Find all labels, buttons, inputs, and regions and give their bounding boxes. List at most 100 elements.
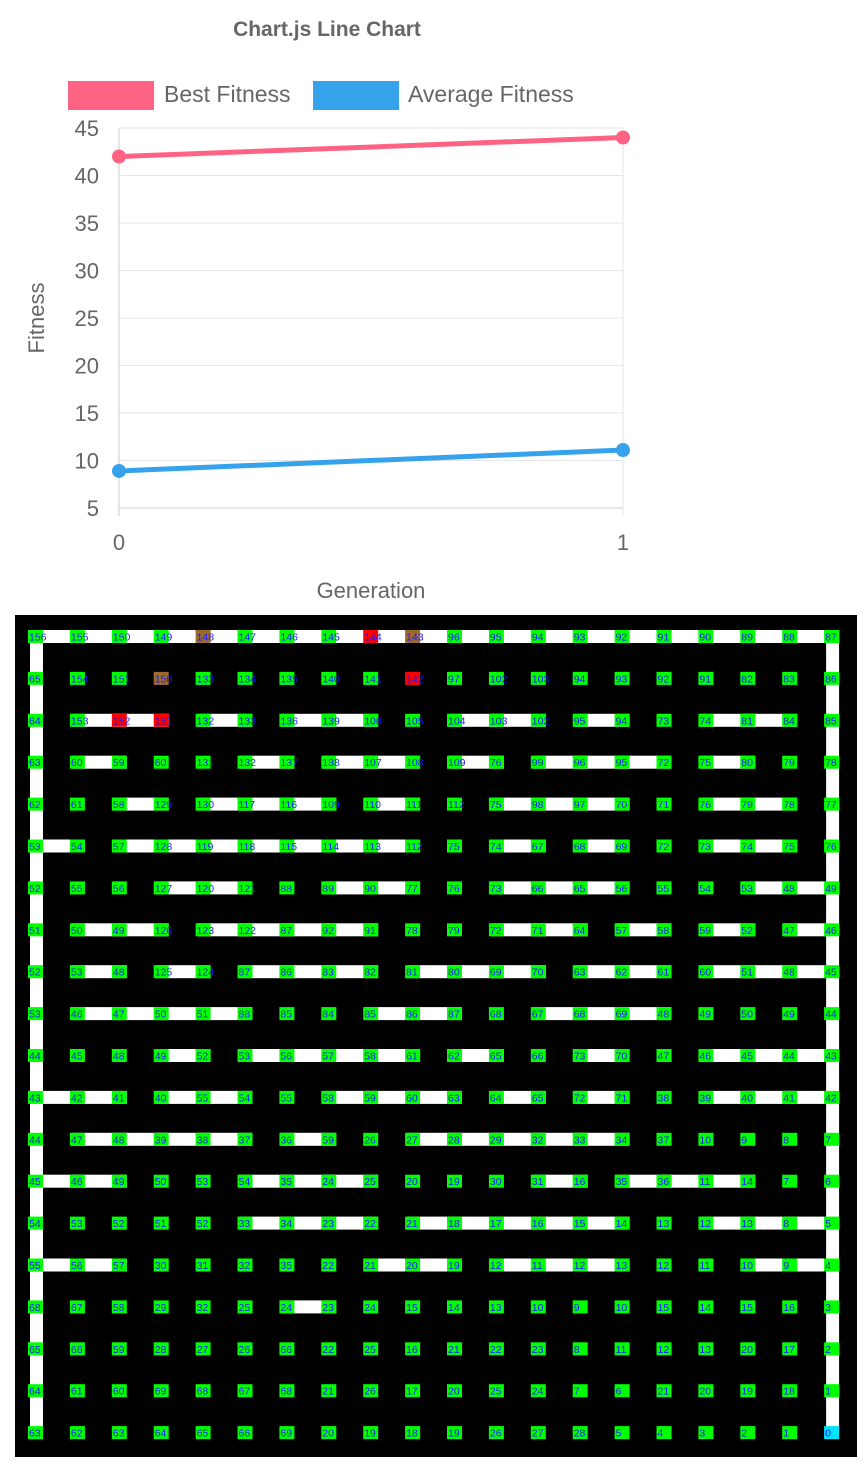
maze-cell: 25: [363, 1174, 379, 1188]
maze-cell-marker: [405, 1132, 421, 1146]
maze-cell: 87: [824, 630, 840, 644]
maze-cell: 152: [111, 713, 130, 727]
maze-cell-marker: [824, 797, 840, 811]
maze-cell-marker: [405, 671, 421, 685]
legend[interactable]: Best Fitness Average Fitness: [68, 81, 574, 110]
maze-cell-label: 16: [406, 1344, 418, 1356]
maze-cell: 8: [572, 1342, 588, 1356]
maze-cell-label: 53: [29, 1009, 41, 1021]
maze-cell: 85: [824, 713, 840, 727]
maze-cell-label: 15: [406, 1302, 418, 1314]
maze-cell-marker: [363, 671, 379, 685]
maze-cell-label: 54: [699, 883, 711, 895]
maze-cell-marker: [488, 1300, 504, 1314]
maze-cell-label: 5: [825, 1218, 831, 1230]
maze-cell: 29: [153, 1300, 169, 1314]
maze-cell-label: 76: [448, 883, 460, 895]
maze-cell-marker: [279, 797, 295, 811]
maze-cell-label: 36: [280, 1134, 292, 1146]
maze-cell-marker: [572, 1132, 588, 1146]
maze-cell-marker: [824, 1090, 840, 1104]
maze-cell-marker: [530, 965, 546, 979]
maze-cell-marker: [69, 881, 85, 895]
maze-cell-marker: [195, 839, 211, 853]
maze-cell-marker: [530, 1132, 546, 1146]
maze-cell-label: 59: [113, 1344, 125, 1356]
maze-cell-label: 52: [29, 967, 41, 979]
maze-cell-label: 86: [825, 673, 837, 685]
maze-cell: 95: [614, 755, 630, 769]
maze-cell-label: 42: [825, 1092, 837, 1104]
maze-cell: 58: [363, 1049, 379, 1063]
maze-cell-marker: [698, 965, 714, 979]
maze-cell-label: 29: [155, 1302, 167, 1314]
maze-cell-label: 79: [741, 799, 753, 811]
maze-cell-label: 26: [364, 1386, 376, 1398]
maze-cell: 88: [279, 881, 295, 895]
maze-cell-marker: [237, 1174, 253, 1188]
maze-cell: 149: [153, 630, 172, 644]
maze-cell-label: 58: [322, 1092, 334, 1104]
maze-cell-marker: [698, 1300, 714, 1314]
maze-cell-marker: [321, 1132, 337, 1146]
maze-cell: 64: [488, 1090, 504, 1104]
maze-cell-label: 78: [406, 925, 418, 937]
maze-cell: 49: [698, 1007, 714, 1021]
maze-cell-marker: [572, 755, 588, 769]
maze-cell: 128: [153, 839, 172, 853]
maze-cell-marker: [530, 713, 546, 727]
legend-label-best[interactable]: Best Fitness: [164, 81, 291, 107]
maze-cell-marker: [824, 881, 840, 895]
maze-cell-marker: [656, 1007, 672, 1021]
maze-corridor-v: [30, 797, 43, 853]
maze-cell: 76: [447, 881, 462, 895]
maze-cell: 20: [698, 1384, 714, 1398]
maze-corridor-v: [826, 1216, 840, 1272]
maze-cell-label: 71: [532, 925, 544, 937]
maze-cell: 48: [656, 1007, 672, 1021]
maze-cell-label: 45: [741, 1051, 753, 1063]
maze-cell-label: 11: [699, 1260, 710, 1272]
maze-cell-label: 31: [532, 1176, 544, 1188]
maze-cell: 115: [279, 839, 297, 853]
maze-cell-label: 50: [741, 1009, 753, 1021]
maze-cell: 140: [321, 671, 340, 685]
maze-cell-label: 25: [490, 1386, 502, 1398]
maze-cell-marker: [614, 1384, 630, 1398]
maze-cell-marker: [614, 1426, 630, 1440]
maze-cell: 148: [195, 630, 214, 644]
maze-cell-marker: [824, 713, 840, 727]
maze-cell: 49: [824, 881, 840, 895]
maze-cell-marker: [321, 1426, 337, 1440]
maze-cell-marker: [447, 1384, 462, 1398]
maze-cell-label: 35: [280, 1260, 292, 1272]
maze-cell-marker: [740, 1384, 756, 1398]
maze-cell-label: 39: [155, 1134, 167, 1146]
legend-label-average[interactable]: Average Fitness: [408, 81, 574, 107]
maze-cell: 50: [69, 923, 85, 937]
maze-cell: 154: [69, 671, 89, 685]
maze-cell-marker: [279, 1090, 295, 1104]
maze-cell-marker: [237, 1132, 253, 1146]
maze-cell-marker: [656, 630, 672, 643]
maze-cell: 39: [698, 1090, 714, 1104]
maze-cell-label: 44: [783, 1051, 795, 1063]
maze-cell-label: 65: [574, 883, 586, 895]
maze-cell-label: 130: [197, 799, 215, 811]
maze-cell: 61: [405, 1049, 421, 1063]
maze-cell-label: 70: [532, 967, 544, 979]
maze-cell: 8: [782, 1132, 798, 1146]
maze-cell-marker: [614, 1007, 630, 1021]
maze-cell-marker: [405, 1174, 421, 1188]
maze-cell: 45: [824, 965, 840, 979]
maze-cell: 61: [656, 965, 672, 979]
maze-cell-label: 146: [280, 632, 298, 644]
maze-cell-marker: [656, 1132, 672, 1146]
maze-cell-label: 87: [280, 925, 292, 937]
maze-cell: 15: [572, 1216, 588, 1230]
maze-cell-label: 74: [741, 841, 753, 853]
maze-cell-label: 57: [113, 841, 125, 853]
maze-cell: 73: [488, 881, 504, 895]
maze-cell: 44: [28, 1132, 43, 1146]
y-tick-label: 35: [75, 211, 99, 236]
